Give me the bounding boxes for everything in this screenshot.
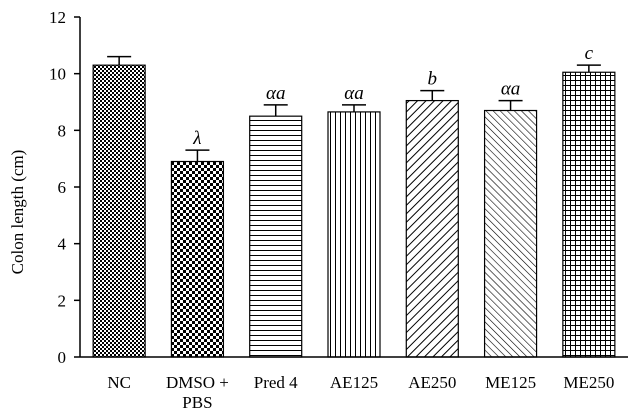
x-category-label: PBS xyxy=(182,393,212,412)
bar xyxy=(405,99,459,358)
x-category-label: ME125 xyxy=(485,373,536,392)
x-category-label: DMSO + xyxy=(166,373,229,392)
error-bar xyxy=(498,99,523,111)
y-tick-label: 8 xyxy=(58,121,67,140)
y-tick-label: 12 xyxy=(49,8,66,27)
error-bar xyxy=(107,55,132,66)
annotations: λ αa αa b αa c xyxy=(192,43,593,149)
significance-annotation: λ xyxy=(192,128,201,149)
x-category-label: AE125 xyxy=(330,373,378,392)
bars xyxy=(92,64,616,358)
y-tick-label: 4 xyxy=(58,235,67,254)
bar xyxy=(92,64,146,358)
x-category-label: NC xyxy=(107,373,131,392)
significance-annotation: c xyxy=(585,43,594,64)
error-bar xyxy=(263,104,288,117)
bar xyxy=(249,115,303,358)
bar xyxy=(170,160,225,358)
y-tick-label: 6 xyxy=(58,178,67,197)
error-bar xyxy=(576,64,601,73)
y-tick-label: 2 xyxy=(58,291,67,310)
x-category-label: ME250 xyxy=(563,373,614,392)
bar xyxy=(562,71,616,358)
significance-annotation: b xyxy=(428,69,438,90)
x-axis-labels: NC DMSO +PBS Pred 4 AE125 AE250 ME125 ME250 xyxy=(107,373,614,412)
error-bar xyxy=(342,104,366,112)
y-tick-label: 0 xyxy=(58,348,67,367)
significance-annotation: αa xyxy=(344,83,363,104)
x-category-label: Pred 4 xyxy=(254,373,298,392)
error-bar xyxy=(185,149,210,162)
significance-annotation: αa xyxy=(266,83,285,104)
y-tick-label: 10 xyxy=(49,65,66,84)
error-bar xyxy=(420,89,445,101)
x-category-label: AE250 xyxy=(408,373,456,392)
y-axis-label: Colon length (cm) xyxy=(8,150,27,275)
y-axis-ticks: 0 2 4 6 8 10 12 xyxy=(49,8,80,367)
bar xyxy=(483,109,538,358)
error-bars xyxy=(107,55,601,162)
bar xyxy=(327,111,381,358)
significance-annotation: αa xyxy=(501,79,520,100)
